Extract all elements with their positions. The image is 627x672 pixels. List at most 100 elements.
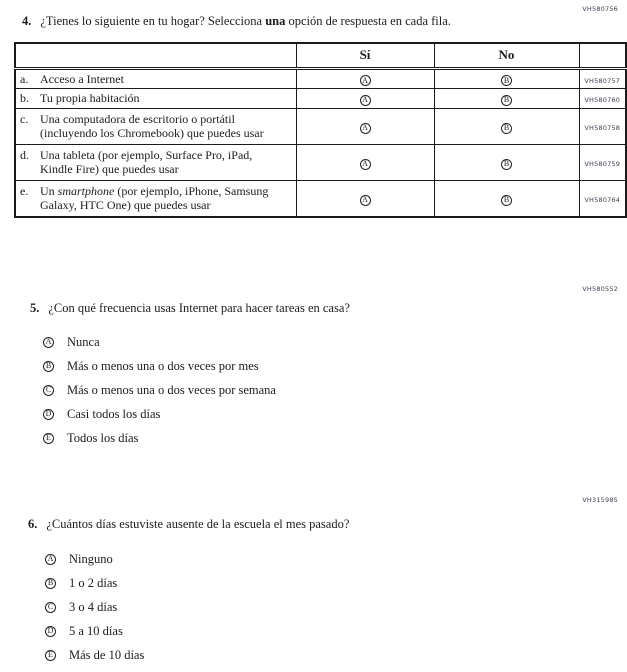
home-items-table: Sí No a. Acceso a Internet A B VH580757 xyxy=(14,42,627,218)
cell-no: B xyxy=(433,179,580,217)
row-text: Un smartphone (por ejemplo, iPhone, Sams… xyxy=(40,183,269,213)
option-label: Más o menos una o dos veces por semana xyxy=(67,382,276,397)
answer-bubble-si[interactable]: A xyxy=(359,94,371,106)
question-text-bold: una xyxy=(265,14,286,28)
option-label: Más o menos una o dos veces por mes xyxy=(67,358,259,373)
table-row-a: a. Acceso a Internet A B VH580757 xyxy=(14,67,627,89)
row-text: Una computadora de escritorio o portátil… xyxy=(40,111,264,141)
row-stem: c. Una computadora de escritorio o portá… xyxy=(14,107,297,145)
row-code: VH580759 xyxy=(578,143,627,181)
option-bubble[interactable]: E xyxy=(45,649,56,661)
row-text: Acceso a Internet xyxy=(40,71,124,86)
cell-no: B xyxy=(433,107,580,145)
row-letter: a. xyxy=(20,71,29,86)
option-label: Todos los días xyxy=(67,430,139,445)
option-row: E Todos los días xyxy=(43,426,627,450)
row-letter: d. xyxy=(20,147,29,162)
header-si: Sí xyxy=(295,42,435,70)
question-number: 4. xyxy=(22,14,32,28)
cell-no: B xyxy=(433,143,580,181)
cell-si: A xyxy=(295,88,435,109)
question-text: 4. ¿Tienes lo siguiente en tu hogar? Sele… xyxy=(22,13,597,30)
option-label: Nunca xyxy=(67,334,100,349)
row-stem: a. Acceso a Internet xyxy=(14,67,297,89)
answer-bubble-si[interactable]: A xyxy=(359,194,371,206)
row-stem: d. Una tableta (por ejemplo, Surface Pro… xyxy=(14,143,297,181)
option-bubble[interactable]: C xyxy=(43,384,54,396)
option-row: A Nunca xyxy=(43,330,627,354)
question-text-body: ¿Cuántos días estuviste ausente de la es… xyxy=(46,517,350,531)
row-letter: b. xyxy=(20,91,29,105)
cell-si: A xyxy=(295,179,435,217)
option-label: 3 o 4 días xyxy=(69,599,118,614)
option-row: D Casi todos los días xyxy=(43,402,627,426)
question-text: 5. ¿Con qué frecuencia usas Internet para… xyxy=(30,300,597,317)
question-code: VH580756 xyxy=(582,5,618,13)
row-letter: c. xyxy=(20,111,29,126)
question-6: VH315985 6. ¿Cuántos días estuviste ausen… xyxy=(0,496,627,667)
question-code: VH580552 xyxy=(582,285,618,293)
row-code: VH580757 xyxy=(578,67,627,89)
header-empty xyxy=(14,42,297,70)
option-label: Casi todos los días xyxy=(67,406,161,421)
row-code: VH580760 xyxy=(578,88,627,109)
question-code: VH315985 xyxy=(582,496,618,504)
table-header-row: Sí No xyxy=(14,42,627,70)
option-row: D 5 a 10 días xyxy=(45,619,627,643)
row-text: Una tableta (por ejemplo, Surface Pro, i… xyxy=(40,147,253,177)
table-row-e: e. Un smartphone (por ejemplo, iPhone, S… xyxy=(14,179,627,217)
option-row: B 1 o 2 días xyxy=(45,571,627,595)
answer-bubble-si[interactable]: A xyxy=(359,122,371,134)
table-row-c: c. Una computadora de escritorio o portá… xyxy=(14,107,627,145)
cell-si: A xyxy=(295,67,435,89)
q6-options: A Ninguno B 1 o 2 días C 3 o 4 días D 5 a 10… xyxy=(45,547,627,667)
answer-bubble-no[interactable]: B xyxy=(501,194,512,206)
option-bubble[interactable]: C xyxy=(45,601,56,613)
option-bubble[interactable]: B xyxy=(45,577,56,589)
question-text-post: opción de respuesta en cada fila. xyxy=(285,14,451,28)
question-number: 6. xyxy=(28,517,38,531)
table-row-b: b. Tu propia habitación A B VH580760 xyxy=(14,88,627,109)
option-row: C Más o menos una o dos veces por semana xyxy=(43,378,627,402)
option-bubble[interactable]: B xyxy=(43,360,54,372)
option-label: Más de 10 días xyxy=(69,647,145,662)
row-stem: b. Tu propia habitación xyxy=(14,88,297,109)
answer-bubble-no[interactable]: B xyxy=(501,158,512,170)
option-label: 5 a 10 días xyxy=(69,623,123,638)
question-text-pre: ¿Tienes lo siguiente en tu hogar? Selecc… xyxy=(40,14,266,28)
question-number: 5. xyxy=(30,301,40,315)
row-letter: e. xyxy=(20,183,29,198)
table-row-d: d. Una tableta (por ejemplo, Surface Pro… xyxy=(14,143,627,181)
row-stem: e. Un smartphone (por ejemplo, iPhone, S… xyxy=(14,179,297,217)
option-row: B Más o menos una o dos veces por mes xyxy=(43,354,627,378)
cell-si: A xyxy=(295,143,435,181)
header-code-empty xyxy=(578,42,627,70)
cell-no: B xyxy=(433,67,580,89)
q5-options: A Nunca B Más o menos una o dos veces por … xyxy=(43,330,627,450)
row-text: Tu propia habitación xyxy=(40,91,140,105)
option-bubble[interactable]: D xyxy=(43,408,54,420)
answer-bubble-si[interactable]: A xyxy=(359,75,371,87)
answer-bubble-si[interactable]: A xyxy=(359,158,371,170)
cell-no: B xyxy=(433,88,580,109)
cell-si: A xyxy=(295,107,435,145)
question-text: 6. ¿Cuántos días estuviste ausente de la … xyxy=(28,516,597,533)
option-row: A Ninguno xyxy=(45,547,627,571)
option-bubble[interactable]: E xyxy=(43,432,54,444)
option-bubble[interactable]: A xyxy=(45,553,56,565)
question-4: VH580756 4. ¿Tienes lo siguiente en tu ho… xyxy=(0,5,627,218)
option-bubble[interactable]: D xyxy=(45,625,56,637)
option-label: Ninguno xyxy=(69,551,113,566)
row-code: VH580758 xyxy=(578,107,627,145)
row-code: VH580764 xyxy=(578,179,627,217)
option-bubble[interactable]: A xyxy=(43,336,54,348)
header-no: No xyxy=(433,42,580,70)
answer-bubble-no[interactable]: B xyxy=(501,75,512,87)
answer-bubble-no[interactable]: B xyxy=(501,122,512,134)
question-5: VH580552 5. ¿Con qué frecuencia usas Inte… xyxy=(0,285,627,450)
question-text-body: ¿Con qué frecuencia usas Internet para h… xyxy=(48,301,350,315)
option-row: C 3 o 4 días xyxy=(45,595,627,619)
answer-bubble-no[interactable]: B xyxy=(501,94,512,106)
option-row: E Más de 10 días xyxy=(45,643,627,667)
